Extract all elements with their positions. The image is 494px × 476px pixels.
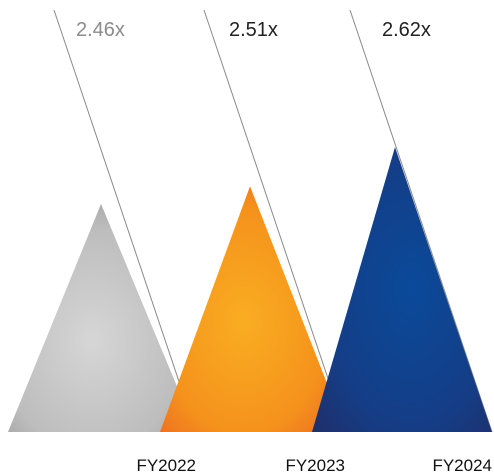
category-labels: FY2022 FY2023 FY2024 [136,456,492,475]
triangle-bar-fy2024 [312,147,492,432]
category-label-fy2023: FY2023 [285,456,345,475]
triangle-bars [8,147,492,432]
category-label-fy2022: FY2022 [136,456,196,475]
triangle-bar-fy2022 [8,204,196,432]
value-label-fy2022: 2.46x [76,19,125,41]
triangle-bar-fy2023 [160,186,346,432]
leader-line-fy2024 [349,9,493,433]
value-labels: 2.46x 2.51x 2.62x [76,19,431,41]
leader-line-fy2022 [53,9,197,433]
leader-lines [53,9,493,433]
value-label-fy2024: 2.62x [382,19,431,41]
leader-line-fy2023 [203,9,347,433]
category-label-fy2024: FY2024 [432,456,492,475]
value-label-fy2023: 2.51x [229,19,278,41]
